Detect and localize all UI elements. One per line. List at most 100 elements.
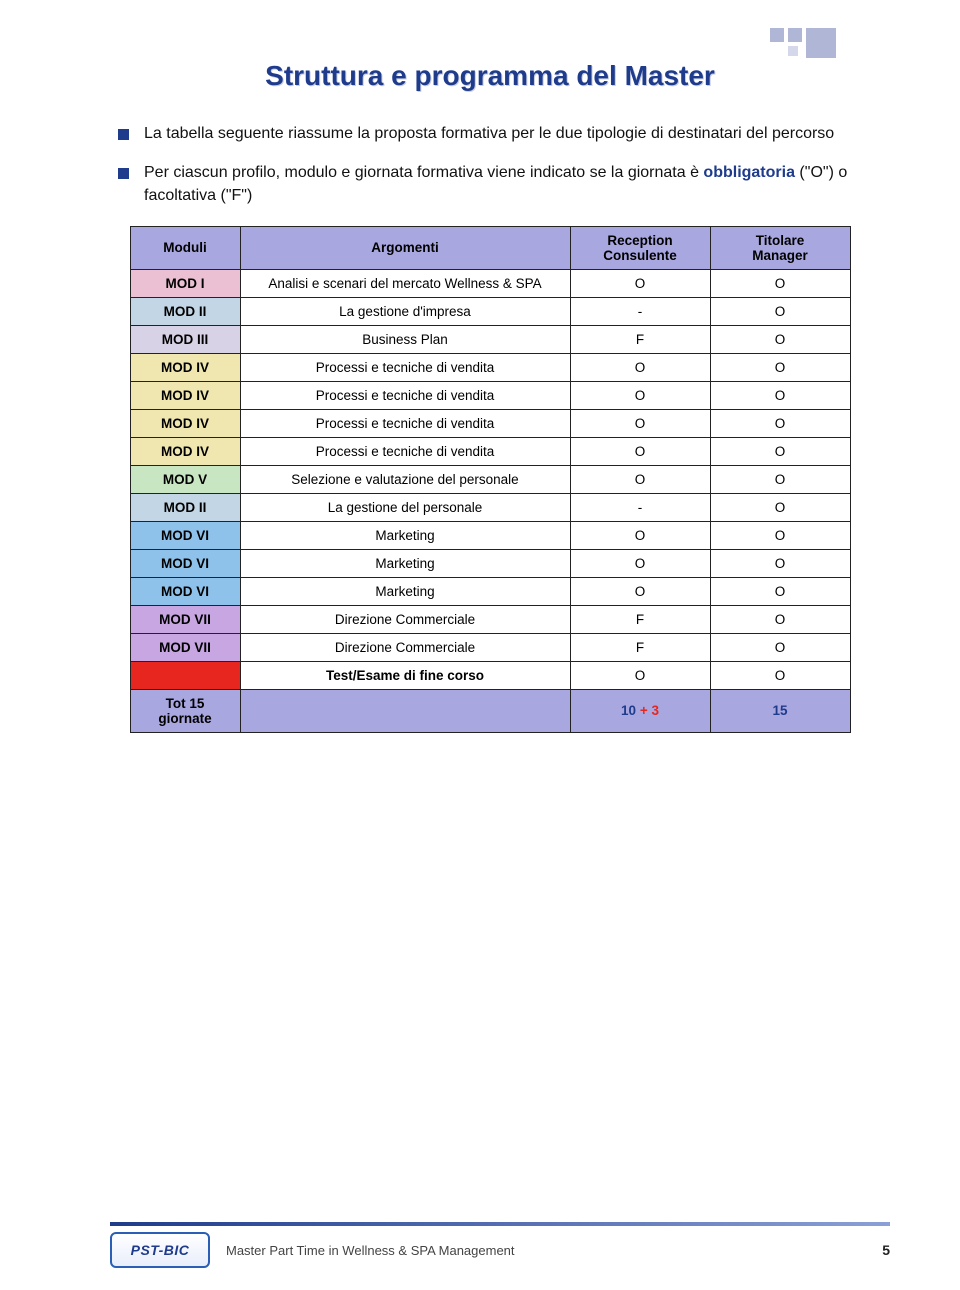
corner-decoration bbox=[770, 28, 890, 68]
cell-reception: O bbox=[570, 269, 710, 297]
cell-manager: O bbox=[710, 661, 850, 689]
table-row: MOD IAnalisi e scenari del mercato Welln… bbox=[130, 269, 850, 297]
cell-reception: - bbox=[570, 297, 710, 325]
cell-manager: O bbox=[710, 521, 850, 549]
cell-module: MOD VII bbox=[130, 633, 240, 661]
cell-total-label: Tot 15giornate bbox=[130, 689, 240, 732]
page: Struttura e programma del Master La tabe… bbox=[0, 0, 960, 1290]
cell-module: MOD IV bbox=[130, 409, 240, 437]
cell-argument: Marketing bbox=[240, 549, 570, 577]
table-row: MOD VIMarketingOO bbox=[130, 521, 850, 549]
table-footer-row: Tot 15giornate 10 + 315 bbox=[130, 689, 850, 732]
bullet-text: Per ciascun profilo, modulo e giornata f… bbox=[144, 164, 703, 181]
table-row: MOD VSelezione e valutazione del persona… bbox=[130, 465, 850, 493]
footer-text: Master Part Time in Wellness & SPA Manag… bbox=[210, 1243, 882, 1258]
bullet-item: Per ciascun profilo, modulo e giornata f… bbox=[118, 161, 870, 207]
cell-manager: O bbox=[710, 633, 850, 661]
cell-reception: F bbox=[570, 605, 710, 633]
cell-reception: O bbox=[570, 409, 710, 437]
cell-module: MOD IV bbox=[130, 437, 240, 465]
page-title: Struttura e programma del Master bbox=[110, 60, 870, 92]
cell-argument: La gestione del personale bbox=[240, 493, 570, 521]
table-body: MOD IAnalisi e scenari del mercato Welln… bbox=[130, 269, 850, 732]
cell-argument: La gestione d'impresa bbox=[240, 297, 570, 325]
cell-reception: F bbox=[570, 325, 710, 353]
cell-manager: O bbox=[710, 269, 850, 297]
cell-argument: Selezione e valutazione del personale bbox=[240, 465, 570, 493]
cell-argument: Direzione Commerciale bbox=[240, 605, 570, 633]
cell-module: MOD III bbox=[130, 325, 240, 353]
cell-reception: F bbox=[570, 633, 710, 661]
cell-module: MOD VII bbox=[130, 605, 240, 633]
cell-module: MOD II bbox=[130, 493, 240, 521]
cell-reception: O bbox=[570, 661, 710, 689]
cell-argument: Marketing bbox=[240, 521, 570, 549]
cell-reception: - bbox=[570, 493, 710, 521]
table-row: Test/Esame di fine corsoOO bbox=[130, 661, 850, 689]
cell-argument: Processi e tecniche di vendita bbox=[240, 381, 570, 409]
table-row: MOD IVProcessi e tecniche di venditaOO bbox=[130, 409, 850, 437]
cell-module: MOD VI bbox=[130, 521, 240, 549]
table-row: MOD IVProcessi e tecniche di venditaOO bbox=[130, 353, 850, 381]
cell-reception: O bbox=[570, 521, 710, 549]
cell-argument: Analisi e scenari del mercato Wellness &… bbox=[240, 269, 570, 297]
cell-module: MOD IV bbox=[130, 381, 240, 409]
table-row: MOD IIIBusiness PlanFO bbox=[130, 325, 850, 353]
cell-reception: O bbox=[570, 353, 710, 381]
cell-module: MOD VI bbox=[130, 577, 240, 605]
cell-module: MOD VI bbox=[130, 549, 240, 577]
bullet-bold: obbligatoria bbox=[703, 164, 795, 181]
cell-total-manager: 15 bbox=[710, 689, 850, 732]
cell-argument: Processi e tecniche di vendita bbox=[240, 437, 570, 465]
module-table: Moduli Argomenti Reception Consulente Ti… bbox=[130, 226, 851, 733]
intro-bullets: La tabella seguente riassume la proposta… bbox=[110, 122, 870, 208]
th-reception: Reception Consulente bbox=[570, 226, 710, 269]
table-row: MOD IILa gestione d'impresa-O bbox=[130, 297, 850, 325]
cell-total-arg bbox=[240, 689, 570, 732]
table-row: MOD VIMarketingOO bbox=[130, 549, 850, 577]
cell-total-reception: 10 + 3 bbox=[570, 689, 710, 732]
th-line: Manager bbox=[752, 248, 808, 263]
cell-argument: Marketing bbox=[240, 577, 570, 605]
cell-reception: O bbox=[570, 465, 710, 493]
cell-manager: O bbox=[710, 493, 850, 521]
cell-module: MOD IV bbox=[130, 353, 240, 381]
th-argomenti: Argomenti bbox=[240, 226, 570, 269]
cell-reception: O bbox=[570, 381, 710, 409]
table-header: Moduli Argomenti Reception Consulente Ti… bbox=[130, 226, 850, 269]
cell-module: MOD II bbox=[130, 297, 240, 325]
cell-module: MOD V bbox=[130, 465, 240, 493]
cell-manager: O bbox=[710, 465, 850, 493]
cell-argument: Test/Esame di fine corso bbox=[240, 661, 570, 689]
cell-reception: O bbox=[570, 437, 710, 465]
cell-manager: O bbox=[710, 325, 850, 353]
bullet-item: La tabella seguente riassume la proposta… bbox=[118, 122, 870, 145]
cell-argument: Direzione Commerciale bbox=[240, 633, 570, 661]
cell-module: MOD I bbox=[130, 269, 240, 297]
cell-argument: Business Plan bbox=[240, 325, 570, 353]
th-line: Consulente bbox=[603, 248, 677, 263]
th-moduli: Moduli bbox=[130, 226, 240, 269]
cell-manager: O bbox=[710, 297, 850, 325]
table-row: MOD IVProcessi e tecniche di venditaOO bbox=[130, 437, 850, 465]
footer-divider bbox=[110, 1222, 890, 1226]
table-row: MOD VIIDirezione CommercialeFO bbox=[130, 605, 850, 633]
table-row: MOD VIMarketingOO bbox=[130, 577, 850, 605]
cell-manager: O bbox=[710, 605, 850, 633]
page-number: 5 bbox=[882, 1242, 890, 1258]
page-footer: PST-BIC Master Part Time in Wellness & S… bbox=[0, 1222, 960, 1268]
table-row: MOD VIIDirezione CommercialeFO bbox=[130, 633, 850, 661]
th-line: Reception bbox=[607, 233, 672, 248]
th-line: Titolare bbox=[756, 233, 805, 248]
cell-manager: O bbox=[710, 437, 850, 465]
cell-manager: O bbox=[710, 577, 850, 605]
cell-manager: O bbox=[710, 409, 850, 437]
cell-manager: O bbox=[710, 381, 850, 409]
cell-reception: O bbox=[570, 577, 710, 605]
th-titolare: Titolare Manager bbox=[710, 226, 850, 269]
table-row: MOD IVProcessi e tecniche di venditaOO bbox=[130, 381, 850, 409]
cell-argument: Processi e tecniche di vendita bbox=[240, 353, 570, 381]
logo: PST-BIC bbox=[110, 1232, 210, 1268]
cell-module bbox=[130, 661, 240, 689]
bullet-text: La tabella seguente riassume la proposta… bbox=[144, 125, 834, 142]
